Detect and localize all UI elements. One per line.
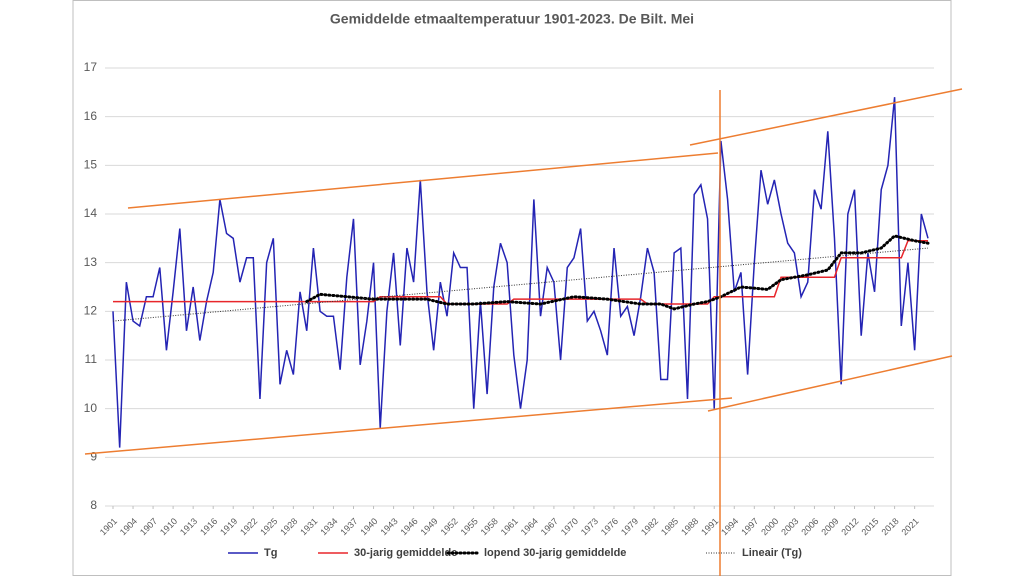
legend-label: 30-jarig gemiddelde	[354, 547, 457, 559]
chart-frame	[72, 0, 952, 576]
series-line	[112, 97, 929, 448]
y-tick-label: 16	[84, 109, 98, 123]
legend-label: Lineair (Tg)	[742, 547, 802, 559]
y-tick-label: 9	[90, 450, 97, 464]
y-tick-label: 14	[84, 206, 98, 220]
y-tick-label: 8	[90, 498, 97, 512]
series-line	[113, 240, 928, 305]
chart-title: Gemiddelde etmaaltemperatuur 1901-2023. …	[330, 11, 694, 27]
y-tick-label: 10	[84, 401, 98, 415]
annotation-line	[127, 152, 719, 209]
y-tick-label: 13	[84, 255, 98, 269]
annotation-line	[707, 355, 953, 412]
y-tick-label: 12	[84, 304, 98, 318]
y-tick-label: 11	[85, 352, 98, 366]
series-line	[305, 234, 930, 311]
annotation-line	[84, 397, 733, 455]
legend: Tg 30-jarig gemiddelde lopend 30-jarig gem…	[228, 547, 802, 559]
annotation-lines	[84, 88, 963, 576]
y-tick-label: 15	[84, 158, 98, 172]
y-tick-label: 17	[84, 60, 98, 74]
legend-label: Tg	[264, 547, 277, 559]
annotation-line	[689, 88, 963, 146]
legend-label: lopend 30-jarig gemiddelde	[484, 547, 626, 559]
